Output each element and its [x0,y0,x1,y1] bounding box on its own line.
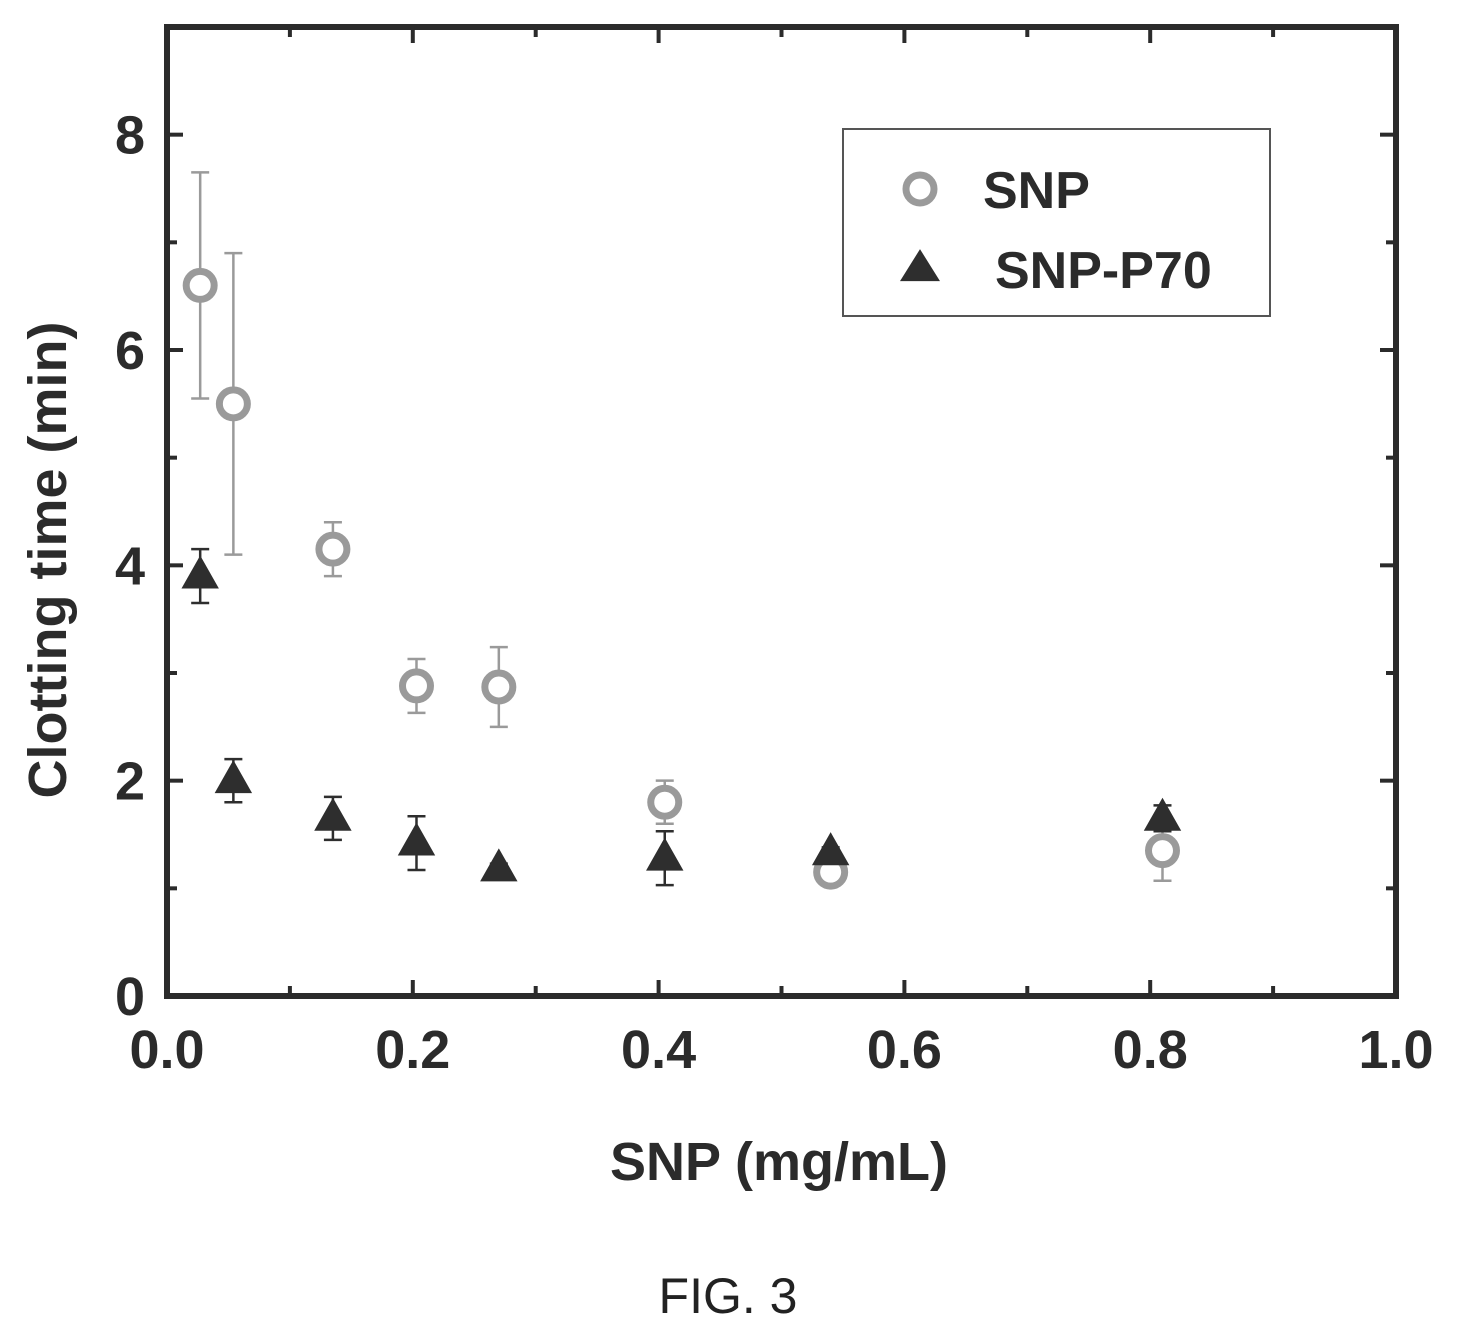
point-snp [215,386,251,422]
legend-marker-snp [902,171,938,207]
y-tick-label: 4 [115,536,145,596]
point-snp [647,784,683,820]
legend: SNP SNP-P70 [842,128,1271,317]
point-snp [481,669,517,705]
point-snp [315,531,351,567]
point-snp [1144,833,1180,869]
point-snp [398,668,434,704]
figure-caption: FIG. 3 [659,1268,798,1324]
x-tick-label: 0.0 [129,1020,204,1080]
x-tick-label: 0.4 [621,1020,696,1080]
x-tick-label: 0.6 [867,1020,942,1080]
point-snp-p70 [480,848,518,882]
y-tick-label: 8 [115,106,145,166]
legend-label-snp-p70: SNP-P70 [995,242,1212,300]
x-tick-label: 0.2 [375,1020,450,1080]
legend-label-snp: SNP [983,162,1090,220]
x-tick-label: 0.8 [1113,1020,1188,1080]
point-snp-p70 [214,760,253,794]
y-tick-label: 0 [115,967,145,1027]
legend-marker-snp-p70 [900,249,940,282]
point-snp-p70 [1143,797,1182,831]
point-snp-p70 [314,797,352,831]
point-snp [182,267,218,303]
point-snp-p70 [811,832,850,866]
point-snp-p70 [646,837,684,871]
data-markers [181,267,1182,890]
x-axis-label: SNP (mg/mL) [610,1132,948,1192]
axis-ticks: 0.0 0.2 0.4 0.6 0.8 1.0 0 2 4 6 8 [115,27,1434,1080]
y-tick-label: 2 [115,752,145,812]
point-snp-p70 [181,555,219,589]
y-axis-label: Clotting time (min) [18,322,78,799]
y-tick-label: 6 [115,321,145,381]
legend-box [842,128,1271,317]
point-snp-p70 [397,822,436,856]
x-tick-label: 1.0 [1358,1020,1433,1080]
